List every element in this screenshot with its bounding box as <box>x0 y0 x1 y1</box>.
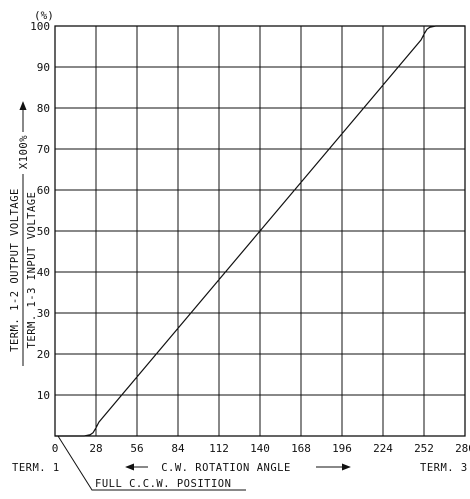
y-label-denominator: TERM. 1-3 INPUT VOLTAGE <box>26 192 38 349</box>
x-tick-label: 140 <box>250 442 270 455</box>
y-label-numerator: TERM. 1-2 OUTPUT VOLTAGE <box>9 188 21 352</box>
y-tick-label: 10 <box>37 389 50 402</box>
plot-frame <box>54 25 466 437</box>
x-tick-label: 196 <box>332 442 352 455</box>
x-tick-labels: 0 28 56 84 112 140 168 196 224 252 280 <box>52 442 470 455</box>
y-unit-label: (%) <box>34 9 54 22</box>
y-tick-label: 80 <box>37 102 50 115</box>
y-tick-label: 70 <box>37 143 50 156</box>
y-axis-label: TERM. 1-2 OUTPUT VOLTAGE TERM. 1-3 INPUT… <box>9 101 38 366</box>
x-tick-label: 56 <box>130 442 143 455</box>
x-tick-label: 112 <box>209 442 229 455</box>
y-tick-label: 30 <box>37 307 50 320</box>
x-tick-label: 0 <box>52 442 59 455</box>
annotation-text: FULL C.C.W. POSITION <box>95 478 231 490</box>
annotation-leader <box>57 435 246 491</box>
y-tick-labels: 10 20 30 40 50 60 70 80 90 100 <box>30 20 50 402</box>
left-terminal-label: TERM. 1 <box>12 462 60 474</box>
y-label-multiplier: X100% <box>18 135 30 169</box>
x-axis-label: C.W. ROTATION ANGLE <box>161 462 291 474</box>
y-tick-label: 40 <box>37 266 50 279</box>
series-line <box>55 25 465 437</box>
x-tick-label: 280 <box>455 442 470 455</box>
y-tick-label: 90 <box>37 61 50 74</box>
x-tick-label: 168 <box>291 442 311 455</box>
y-tick-label: 20 <box>37 348 50 361</box>
y-tick-label: 100 <box>30 20 50 33</box>
x-tick-label: 28 <box>89 442 102 455</box>
x-tick-label: 224 <box>373 442 393 455</box>
x-tick-label: 252 <box>414 442 434 455</box>
x-tick-label: 84 <box>171 442 185 455</box>
y-tick-label: 60 <box>37 184 50 197</box>
y-tick-label: 50 <box>37 225 50 238</box>
right-terminal-label: TERM. 3 <box>420 462 468 474</box>
